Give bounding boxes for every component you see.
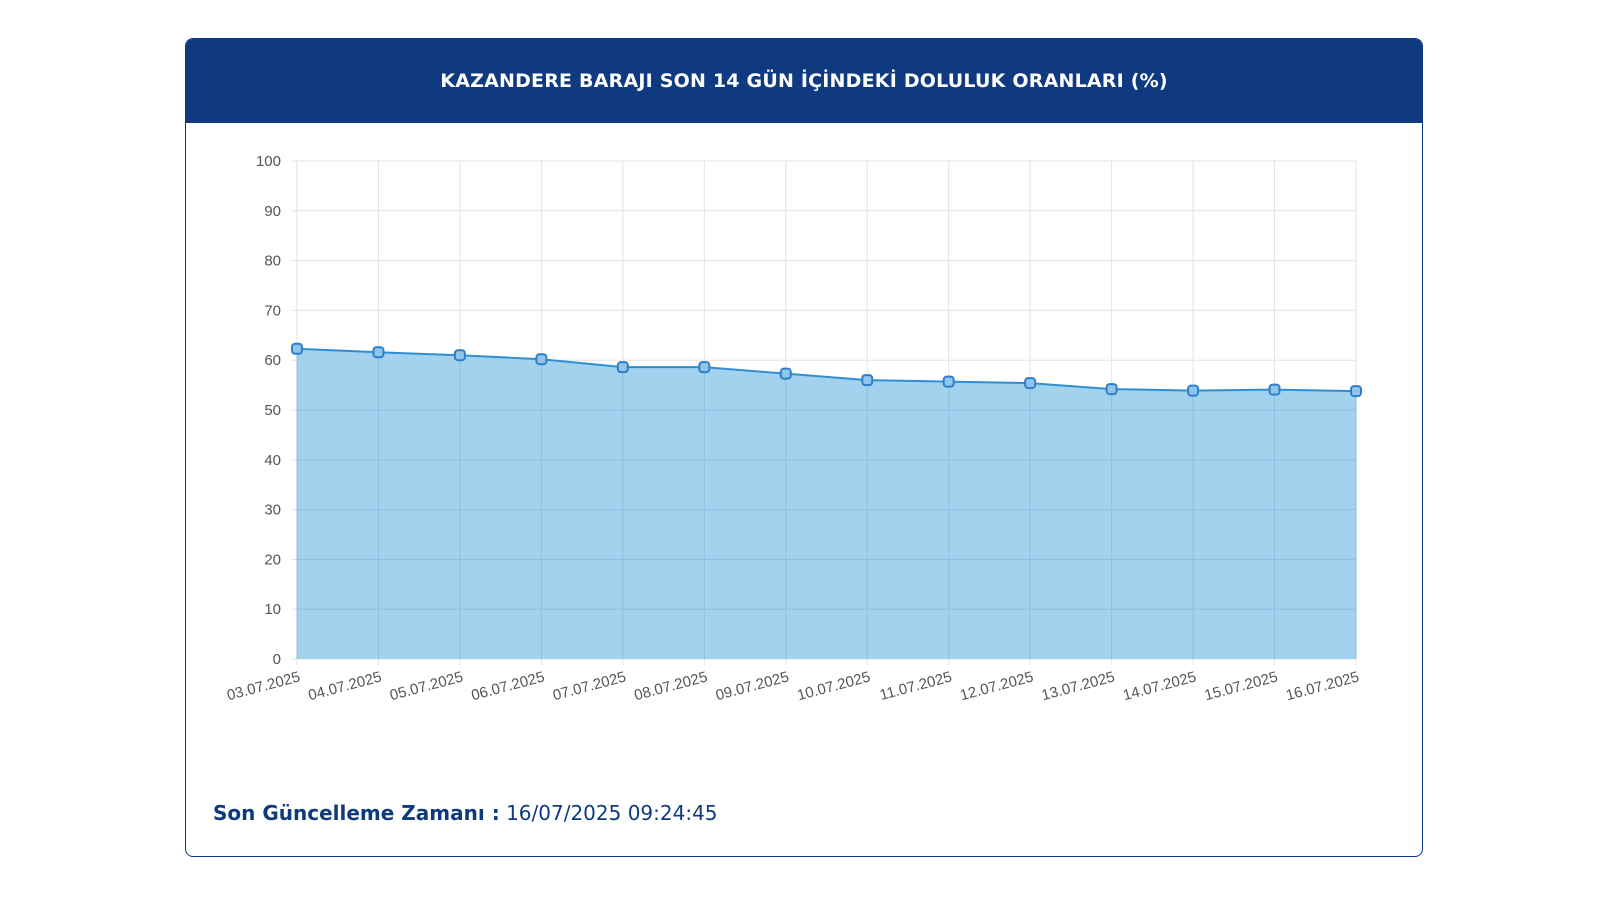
x-tick-label: 05.07.2025 — [388, 668, 465, 704]
data-point — [616, 361, 629, 374]
y-tick-label: 100 — [256, 153, 281, 170]
chart-card: KAZANDERE BARAJI SON 14 GÜN İÇİNDEKİ DOL… — [185, 38, 1423, 857]
x-tick-label: 13.07.2025 — [1040, 668, 1117, 704]
y-tick-label: 80 — [264, 253, 281, 270]
data-point — [453, 349, 466, 362]
data-point — [1268, 383, 1281, 396]
data-point — [535, 353, 548, 366]
y-tick-label: 50 — [264, 402, 281, 419]
chart-title: KAZANDERE BARAJI SON 14 GÜN İÇİNDEKİ DOL… — [440, 70, 1168, 92]
y-tick-label: 40 — [264, 452, 281, 469]
x-tick-label: 04.07.2025 — [307, 668, 384, 704]
card-header: KAZANDERE BARAJI SON 14 GÜN İÇİNDEKİ DOL… — [186, 39, 1422, 123]
y-tick-label: 0 — [273, 651, 281, 668]
x-tick-label: 16.07.2025 — [1284, 668, 1361, 704]
y-tick-label: 60 — [264, 352, 281, 369]
x-tick-label: 12.07.2025 — [958, 668, 1035, 704]
x-tick-label: 06.07.2025 — [470, 668, 547, 704]
data-point — [291, 342, 303, 355]
y-tick-label: 10 — [264, 601, 281, 618]
y-tick-label: 30 — [264, 502, 281, 519]
area-chart: 0 10 20 30 40 50 60 70 80 90 100 03.07.2025 04.07.20… — [225, 153, 1362, 704]
data-point — [1105, 383, 1118, 396]
x-tick-label: 08.07.2025 — [632, 668, 709, 704]
data-point — [372, 346, 385, 359]
last-update: Son Güncelleme Zamanı : 16/07/2025 09:24… — [213, 801, 718, 825]
data-point — [1187, 384, 1200, 397]
x-tick-label: 14.07.2025 — [1121, 668, 1198, 704]
last-update-label: Son Güncelleme Zamanı : — [213, 801, 500, 825]
data-point — [861, 374, 874, 387]
y-tick-label: 20 — [264, 551, 281, 568]
x-tick-label: 07.07.2025 — [551, 668, 628, 704]
x-tick-label: 15.07.2025 — [1203, 668, 1280, 704]
y-tick-label: 70 — [264, 302, 281, 319]
series-line — [296, 347, 1357, 393]
data-point — [1024, 377, 1037, 390]
last-update-value: 16/07/2025 09:24:45 — [506, 801, 718, 825]
y-tick-label: 90 — [264, 203, 281, 220]
area-fill — [297, 348, 1356, 659]
data-point — [1350, 385, 1362, 398]
data-point — [698, 361, 711, 374]
x-tick-label: 09.07.2025 — [714, 668, 791, 704]
data-point — [779, 367, 792, 380]
data-point — [942, 375, 955, 388]
x-tick-label: 03.07.2025 — [225, 668, 302, 704]
x-tick-label: 10.07.2025 — [795, 668, 872, 704]
x-tick-label: 11.07.2025 — [878, 668, 954, 704]
